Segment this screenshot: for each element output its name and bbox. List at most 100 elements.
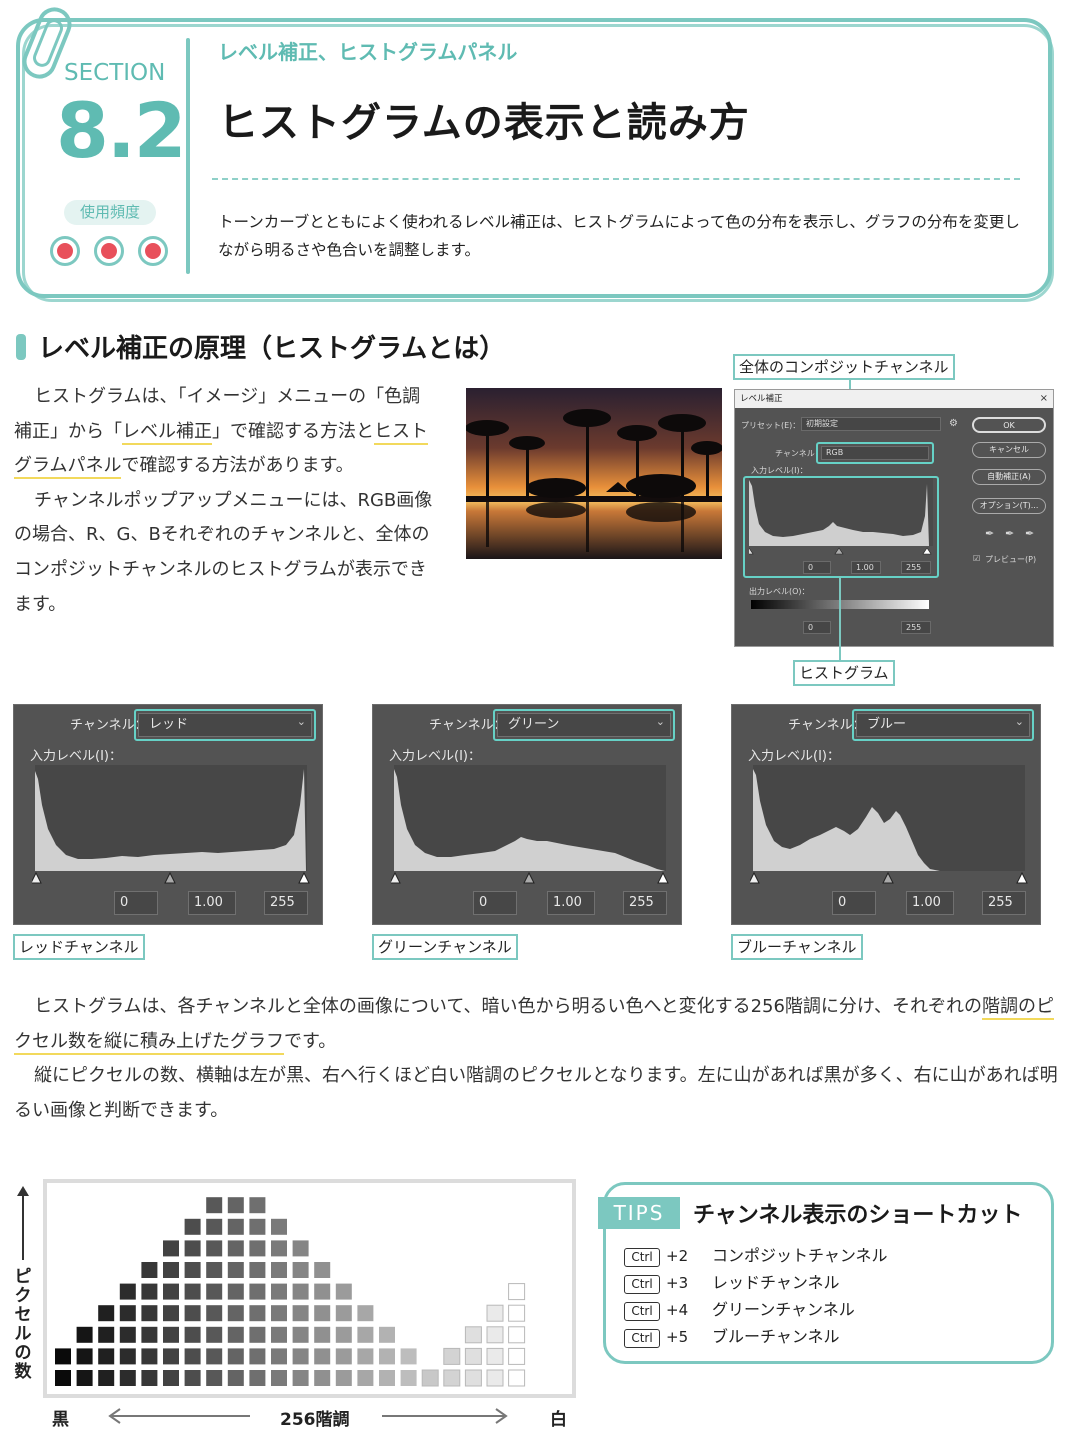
histogram-block — [271, 1326, 287, 1343]
histogram-block — [443, 1369, 461, 1387]
tip-desc: レッドチャンネル — [712, 1273, 840, 1292]
key-plus: +4 — [666, 1301, 689, 1319]
input-black[interactable]: 0 — [473, 891, 517, 915]
preview-checkbox-icon[interactable]: ☑ — [973, 554, 981, 563]
histogram-block — [314, 1370, 331, 1386]
input-black[interactable]: 0 — [803, 561, 831, 574]
section-label: SECTION — [64, 60, 166, 86]
histogram-block — [271, 1348, 287, 1365]
histogram-block — [206, 1197, 223, 1214]
header-dashed-rule — [212, 178, 1020, 180]
channel-select-green[interactable]: グリーン ⌄ — [493, 709, 675, 741]
histogram-block — [335, 1370, 352, 1386]
histogram-block — [508, 1369, 526, 1387]
caption-red-channel: レッドチャンネル — [13, 934, 145, 960]
histogram-block — [163, 1370, 179, 1386]
close-icon[interactable]: × — [1039, 393, 1048, 404]
rgb-histogram — [749, 476, 933, 555]
frequency-dot-2 — [94, 236, 124, 266]
key-plus: +3 — [666, 1274, 689, 1292]
histogram-block — [163, 1326, 179, 1343]
histogram-block — [206, 1283, 223, 1300]
input-white[interactable]: 255 — [623, 891, 667, 915]
auto-button[interactable]: 自動補正(A) — [972, 469, 1046, 485]
input-levels-label: 入力レベル(I)： — [751, 466, 808, 475]
header-box — [16, 18, 1052, 298]
intro-text-b: 」で確認する方法と — [212, 420, 374, 442]
input-gamma[interactable]: 1.00 — [188, 891, 236, 915]
gear-icon[interactable]: ⚙ — [949, 418, 958, 429]
histogram-block — [486, 1347, 504, 1365]
histogram-block — [464, 1347, 482, 1365]
histogram-block — [379, 1326, 395, 1343]
histogram-block — [314, 1262, 331, 1278]
red-histogram — [32, 765, 310, 884]
cancel-button[interactable]: キャンセル — [972, 442, 1046, 458]
histogram-block — [357, 1305, 374, 1322]
intro-text-2: チャンネルポップアップメニューには、RGB画像の場合、R、G、Bそれぞれのチャン… — [14, 489, 433, 615]
x-label-white: 白 — [550, 1410, 567, 1430]
histogram-block — [357, 1348, 374, 1365]
histogram-block — [55, 1348, 71, 1365]
histogram-block — [98, 1305, 115, 1322]
channel-select-red[interactable]: レッド ⌄ — [134, 709, 316, 741]
caption-blue-channel: ブルーチャンネル — [731, 934, 863, 960]
histogram-block — [98, 1326, 115, 1343]
frequency-dot-3 — [138, 236, 168, 266]
sunset-photo — [466, 388, 722, 559]
input-white[interactable]: 255 — [264, 891, 308, 915]
eyedropper-black-icon[interactable]: ✒ — [985, 527, 995, 540]
histogram-block — [98, 1370, 115, 1386]
input-white[interactable]: 255 — [901, 561, 931, 574]
tip-desc: コンポジットチャンネル — [712, 1246, 888, 1265]
histogram-block — [379, 1370, 395, 1386]
histogram-block — [163, 1305, 179, 1322]
eyedropper-gray-icon[interactable]: ✒ — [1005, 527, 1015, 540]
histogram-highlight — [743, 476, 939, 578]
histogram-block — [141, 1262, 158, 1278]
histogram-block — [335, 1348, 352, 1365]
input-black[interactable]: 0 — [114, 891, 158, 915]
output-white[interactable]: 255 — [901, 621, 931, 634]
histogram-block — [357, 1370, 374, 1386]
input-levels-label: 入力レベル(I)： — [30, 749, 122, 764]
options-button[interactable]: オプション(T)... — [972, 498, 1046, 514]
histogram-block — [76, 1348, 93, 1365]
channel-label: チャンネル： — [775, 449, 823, 458]
section-heading: レベル補正の原理（ヒストグラムとは） — [38, 334, 506, 364]
input-gamma[interactable]: 1.00 — [851, 561, 881, 574]
x-label-black: 黒 — [52, 1410, 69, 1430]
histogram-block — [184, 1326, 201, 1343]
histogram-block — [119, 1326, 136, 1343]
eyedropper-white-icon[interactable]: ✒ — [1025, 527, 1035, 540]
ok-button[interactable]: OK — [972, 417, 1046, 433]
histogram-block — [249, 1348, 266, 1365]
output-black[interactable]: 0 — [803, 621, 831, 634]
input-gamma[interactable]: 1.00 — [547, 891, 595, 915]
input-gamma[interactable]: 1.00 — [906, 891, 954, 915]
header-subtitle: レベル補正、ヒストグラムパネル — [218, 40, 518, 64]
tip-row: Ctrl +4 グリーンチャンネル — [624, 1300, 855, 1321]
histogram-diagram — [43, 1179, 576, 1398]
histogram-block — [98, 1348, 115, 1365]
preset-select[interactable]: 初期設定 — [801, 417, 941, 431]
histogram-block — [357, 1326, 374, 1343]
histogram-block — [271, 1305, 287, 1322]
histogram-block — [508, 1347, 526, 1365]
histogram-block — [292, 1283, 309, 1300]
histogram-block — [227, 1262, 244, 1278]
channel-select-highlight — [816, 442, 934, 464]
histogram-block — [335, 1283, 352, 1300]
histogram-block — [206, 1326, 223, 1343]
y-axis-label: ピクセルの数 — [14, 1267, 32, 1382]
channel-select-blue[interactable]: ブルー ⌄ — [852, 709, 1034, 741]
histogram-block — [184, 1262, 201, 1278]
histogram-block — [227, 1305, 244, 1322]
input-black[interactable]: 0 — [832, 891, 876, 915]
histogram-block — [141, 1326, 158, 1343]
channel-panel-red: チャンネル： レッド ⌄ 入力レベル(I)： 0 1.00 255 — [13, 704, 323, 925]
histogram-block — [227, 1348, 244, 1365]
channel-select[interactable]: RGB — [821, 446, 929, 460]
ctrl-key: Ctrl — [624, 1329, 660, 1348]
input-white[interactable]: 255 — [982, 891, 1026, 915]
